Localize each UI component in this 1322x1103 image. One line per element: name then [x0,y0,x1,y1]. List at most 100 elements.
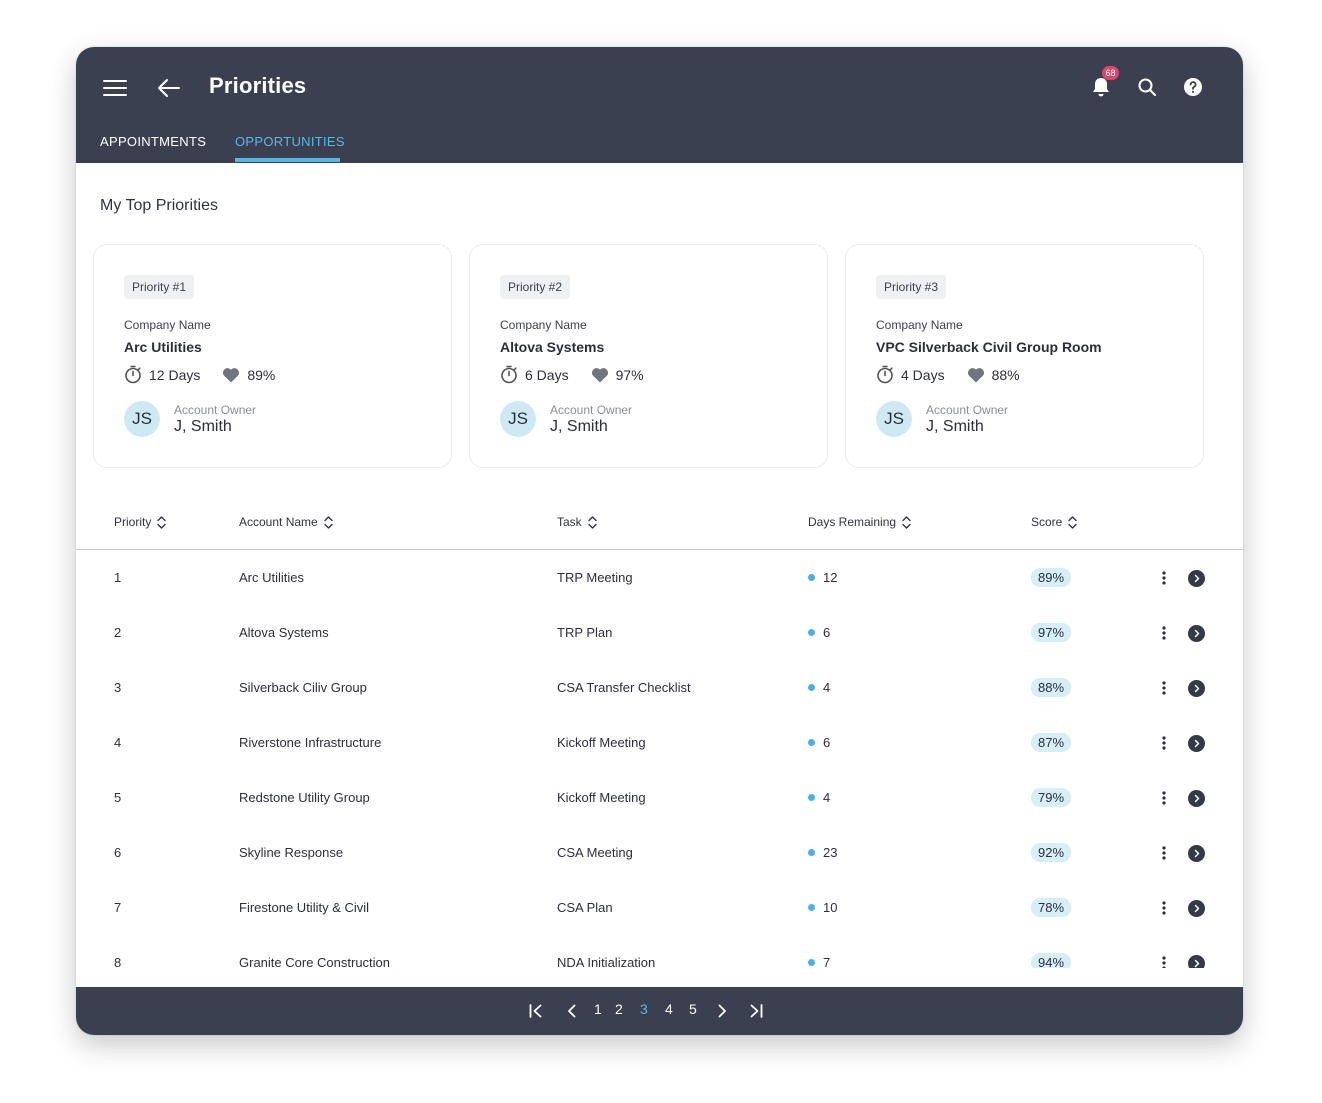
page-3-button[interactable]: 3 [640,1001,648,1017]
score-badge: 89% [1031,568,1072,587]
avatar: JS [876,401,912,437]
column-header-label: Task [557,515,582,529]
days-value: 7 [823,955,831,968]
heart-icon [223,367,240,382]
days-text: 4 Days [901,366,945,383]
cell-account-name: Riverstone Infrastructure [239,735,382,750]
cell-task: TRP Meeting [557,570,633,585]
table-row[interactable]: 8 Granite Core Construction NDA Initiali… [76,935,1243,968]
more-vertical-icon[interactable] [1158,844,1170,862]
cell-priority: 8 [114,955,122,968]
sort-icon [587,515,597,529]
next-page-icon[interactable] [716,1003,728,1019]
days-value: 10 [823,900,838,915]
days-value: 4 [823,790,831,805]
status-dot [808,684,815,691]
sort-icon [1068,515,1078,529]
company-label: Company Name [124,318,211,332]
cell-priority: 7 [114,900,122,915]
previous-page-icon[interactable] [566,1003,578,1019]
column-header-priority[interactable]: Priority [114,515,167,529]
tab-opportunities[interactable]: OPPORTUNITIES [235,134,345,149]
app-window: Priorities 68 APPOINTMENTS OPPORTUNITIES… [76,47,1243,1035]
cell-days-remaining: 7 [808,955,830,968]
help-circle-icon[interactable] [1180,74,1206,100]
chevron-right-circle-icon[interactable] [1188,570,1205,587]
table-row[interactable]: 5 Redstone Utility Group Kickoff Meeting… [76,770,1243,825]
hamburger-icon[interactable] [102,75,128,101]
notification-badge: 68 [1102,66,1119,80]
table-row[interactable]: 6 Skyline Response CSA Meeting 23 92% [76,825,1243,880]
score-badge: 79% [1031,788,1072,807]
status-dot [808,574,815,581]
section-title: My Top Priorities [100,197,218,214]
priority-card-2[interactable]: Priority #2 Company Name Altova Systems … [469,244,828,468]
more-vertical-icon[interactable] [1158,734,1170,752]
days-value: 6 [823,625,831,640]
company-label: Company Name [876,318,963,332]
column-header-score[interactable]: Score [1031,515,1078,529]
priority-card-3[interactable]: Priority #3 Company Name VPC Silverback … [845,244,1204,468]
score-badge: 88% [1031,678,1072,697]
arrow-left-icon[interactable] [156,75,182,101]
cell-priority: 6 [114,845,122,860]
card-stats: 12 Days 89% [124,365,275,384]
tab-appointments[interactable]: APPOINTMENTS [100,134,207,149]
column-header-task[interactable]: Task [557,515,597,529]
company-label: Company Name [500,318,587,332]
chevron-right-circle-icon[interactable] [1188,625,1205,642]
priority-card-1[interactable]: Priority #1 Company Name Arc Utilities 1… [93,244,452,468]
pagination-bar: 1 2 3 4 5 [76,987,1243,1035]
column-header-account-name[interactable]: Account Name [239,515,333,529]
heart-icon [591,367,608,382]
cell-priority: 5 [114,790,122,805]
cell-account-name: Redstone Utility Group [239,790,370,805]
more-vertical-icon[interactable] [1158,954,1170,968]
column-header-days-remaining[interactable]: Days Remaining [808,515,911,529]
chevron-right-circle-icon[interactable] [1188,680,1205,697]
more-vertical-icon[interactable] [1158,569,1170,587]
last-page-icon[interactable] [748,1003,764,1019]
active-tab-indicator [235,158,340,162]
page-1-button[interactable]: 1 [594,1001,602,1017]
avatar: JS [124,401,160,437]
column-header-label: Account Name [239,515,318,529]
sort-icon [902,515,911,529]
more-vertical-icon[interactable] [1158,679,1170,697]
table-row[interactable]: 4 Riverstone Infrastructure Kickoff Meet… [76,715,1243,770]
table-row[interactable]: 1 Arc Utilities TRP Meeting 12 89% [76,550,1243,605]
days-value: 23 [823,845,838,860]
table-row[interactable]: 7 Firestone Utility & Civil CSA Plan 10 … [76,880,1243,935]
sort-icon [324,515,333,529]
score-text: 88% [991,366,1020,383]
cell-task: CSA Transfer Checklist [557,680,691,695]
more-vertical-icon[interactable] [1158,624,1170,642]
more-vertical-icon[interactable] [1158,899,1170,917]
score-badge: 87% [1031,733,1072,752]
company-name: Arc Utilities [124,339,202,355]
table-row[interactable]: 3 Silverback Ciliv Group CSA Transfer Ch… [76,660,1243,715]
days-text: 12 Days [149,366,201,383]
chevron-right-circle-icon[interactable] [1188,900,1205,917]
page-2-button[interactable]: 2 [615,1001,623,1017]
more-vertical-icon[interactable] [1158,789,1170,807]
chevron-right-circle-icon[interactable] [1188,790,1205,807]
cell-days-remaining: 23 [808,845,837,860]
chevron-right-circle-icon[interactable] [1188,955,1205,968]
table-body: 1 Arc Utilities TRP Meeting 12 89% 2 Alt… [76,550,1243,968]
chevron-right-circle-icon[interactable] [1188,735,1205,752]
chevron-right-circle-icon[interactable] [1188,845,1205,862]
priority-pill: Priority #2 [500,275,571,299]
cell-days-remaining: 12 [808,570,837,585]
cell-task: TRP Plan [557,625,613,640]
bell-icon[interactable] [1088,74,1114,100]
page-5-button[interactable]: 5 [689,1001,697,1017]
page-title: Priorities [209,73,307,98]
score-badge: 78% [1031,898,1072,917]
table-row[interactable]: 2 Altova Systems TRP Plan 6 97% [76,605,1243,660]
first-page-icon[interactable] [528,1003,544,1019]
search-icon[interactable] [1134,74,1160,100]
status-dot [808,629,815,636]
days-value: 6 [823,735,831,750]
page-4-button[interactable]: 4 [665,1001,673,1017]
